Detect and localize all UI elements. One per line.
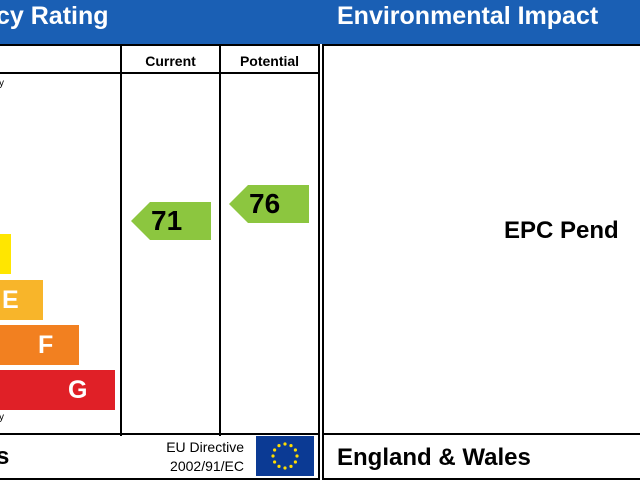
footer-row-divider (0, 433, 320, 435)
band-f: F (0, 325, 79, 365)
eu-stars-icon (271, 442, 299, 470)
band-e-letter: E (2, 286, 19, 314)
footer-left-label: s (0, 443, 10, 470)
band-g: G (0, 370, 115, 410)
header-row-divider (0, 72, 320, 74)
potential-rating-value: 76 (249, 188, 281, 219)
energy-efficiency-title: cy Rating (0, 2, 109, 30)
title-bar (0, 0, 640, 44)
band-f-letter: F (38, 331, 54, 359)
environmental-impact-panel (322, 44, 640, 480)
band-d (0, 234, 11, 274)
band-e: E (0, 280, 43, 320)
current-rating-value: 71 (151, 205, 183, 236)
scale-mark-top: y (0, 78, 4, 89)
region-label: England & Wales (337, 444, 531, 471)
scale-mark-bottom: y (0, 412, 4, 423)
environmental-impact-title: Environmental Impact (337, 2, 599, 30)
potential-rating-arrow: 76 (229, 185, 309, 223)
epc-pending-text: EPC Pend (504, 217, 619, 244)
band-g-letter: G (68, 376, 88, 404)
potential-column-header: Potential (239, 53, 300, 69)
current-column-header: Current (145, 53, 196, 69)
current-rating-arrow: 71 (131, 202, 211, 240)
column-divider-current (120, 44, 122, 436)
current-arrow-shape (131, 202, 211, 240)
potential-arrow-shape (229, 185, 309, 223)
column-divider-potential (219, 44, 221, 436)
eu-directive-line2: 2002/91/EC (170, 458, 244, 474)
energy-rating-panel (0, 44, 320, 480)
eu-directive-line1: EU Directive (166, 439, 244, 455)
eu-flag-icon (256, 436, 314, 476)
environmental-footer-divider (322, 433, 640, 435)
